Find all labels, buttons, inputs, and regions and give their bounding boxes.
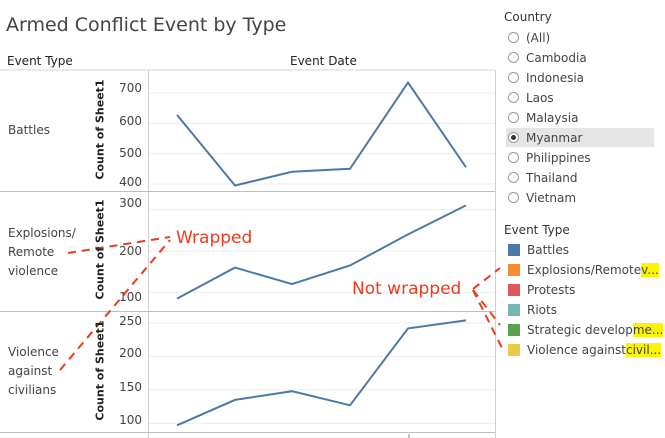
radio-icon[interactable] [508,92,519,103]
annotation-not-wrapped: Not wrapped [352,279,462,299]
header-event-type[interactable]: Event Type [7,54,73,68]
country-option-label: (All) [526,30,551,45]
tick-label: 300 [119,196,142,210]
tick-label: 700 [119,81,142,95]
wrapped-arrow-lower [59,239,171,371]
country-option[interactable]: Malaysia [506,108,654,127]
legend-item[interactable]: Riots [506,300,661,319]
radio-icon[interactable] [508,192,519,203]
tick-label: 100 [119,413,142,427]
not-wrapped-arrow-upper [472,267,501,290]
tick-label: 500 [119,146,142,160]
country-option[interactable]: Vietnam [506,188,654,207]
annotation-arrows [59,236,503,371]
legend-item[interactable]: Explosions/Remote v... [506,260,661,279]
y-axis-label-row-3: Count of Sheet1 [93,320,107,421]
legend-label: Riots [527,302,557,317]
tick-label: 600 [119,114,142,128]
annotation-wrapped: Wrapped [176,228,253,248]
series-line-row-1 [176,80,467,187]
legend-item[interactable]: Protests [506,280,661,299]
country-option-label: Cambodia [526,50,587,65]
country-option-label: Malaysia [526,110,579,125]
row-label-explosions: Explosions/ Remote violence [8,226,76,278]
tick-label: 400 [119,175,142,189]
legend-swatch [508,283,520,296]
country-option-label: Laos [526,90,554,105]
country-option[interactable]: (All) [506,28,654,47]
series-line-row-2 [176,204,467,300]
country-option-label: Myanmar [526,130,583,145]
country-option[interactable]: Thailand [506,168,654,187]
legend-swatch [508,303,520,316]
radio-icon[interactable] [508,152,519,163]
country-option[interactable]: Indonesia [506,68,654,87]
row-label-violence: Violence against civilians [8,345,59,397]
legend-item[interactable]: Violence against civil... [506,340,662,359]
legend-swatch [508,343,520,356]
tick-label: 200 [119,346,142,360]
legend-label-truncated: v... [641,262,659,277]
header-event-date[interactable]: Event Date [290,54,357,68]
radio-icon[interactable] [508,32,519,43]
country-option[interactable]: Philippines [506,148,654,167]
legend-swatch [508,263,520,276]
legend-label-truncated: civil... [625,342,662,357]
country-option-label: Vietnam [526,190,577,205]
country-filter-title: Country [504,10,552,24]
country-option[interactable]: Myanmar [506,128,654,147]
y-axis-label-row-2: Count of Sheet1 [93,199,107,300]
country-option[interactable]: Cambodia [506,48,654,67]
legend-label: Protests [527,282,576,297]
tick-label: 250 [119,314,142,328]
not-wrapped-arrow-middle [472,289,501,326]
legend-swatch [508,323,520,336]
legend-swatch [508,243,520,256]
page-title: Armed Conflict Event by Type [6,14,287,36]
legend-label: Strategic develop [527,322,633,337]
legend-title: Event Type [504,223,570,237]
tick-label: 100 [119,290,142,304]
legend-label: Explosions/Remote [527,262,642,277]
radio-icon[interactable] [508,172,519,183]
country-option-label: Thailand [526,170,578,185]
not-wrapped-arrow-lower [472,289,503,349]
country-option-label: Indonesia [526,70,585,85]
legend-label-truncated: me... [632,322,664,337]
tick-label: 200 [119,244,142,258]
legend-label: Battles [527,242,569,257]
wrapped-arrow-upper [67,236,171,254]
series-line-row-3 [176,319,467,427]
legend-label: Violence against [527,342,626,357]
country-option[interactable]: Laos [506,88,654,107]
radio-icon[interactable] [508,112,519,123]
radio-icon[interactable] [508,132,519,143]
radio-icon[interactable] [508,52,519,63]
row-label-battles: Battles [8,123,50,137]
tick-label: 150 [119,380,142,394]
legend-item[interactable]: Strategic develop me... [506,320,664,339]
legend-item[interactable]: Battles [506,240,661,259]
y-axis-label-row-1: Count of Sheet1 [93,79,107,180]
country-option-label: Philippines [526,150,591,165]
radio-icon[interactable] [508,72,519,83]
